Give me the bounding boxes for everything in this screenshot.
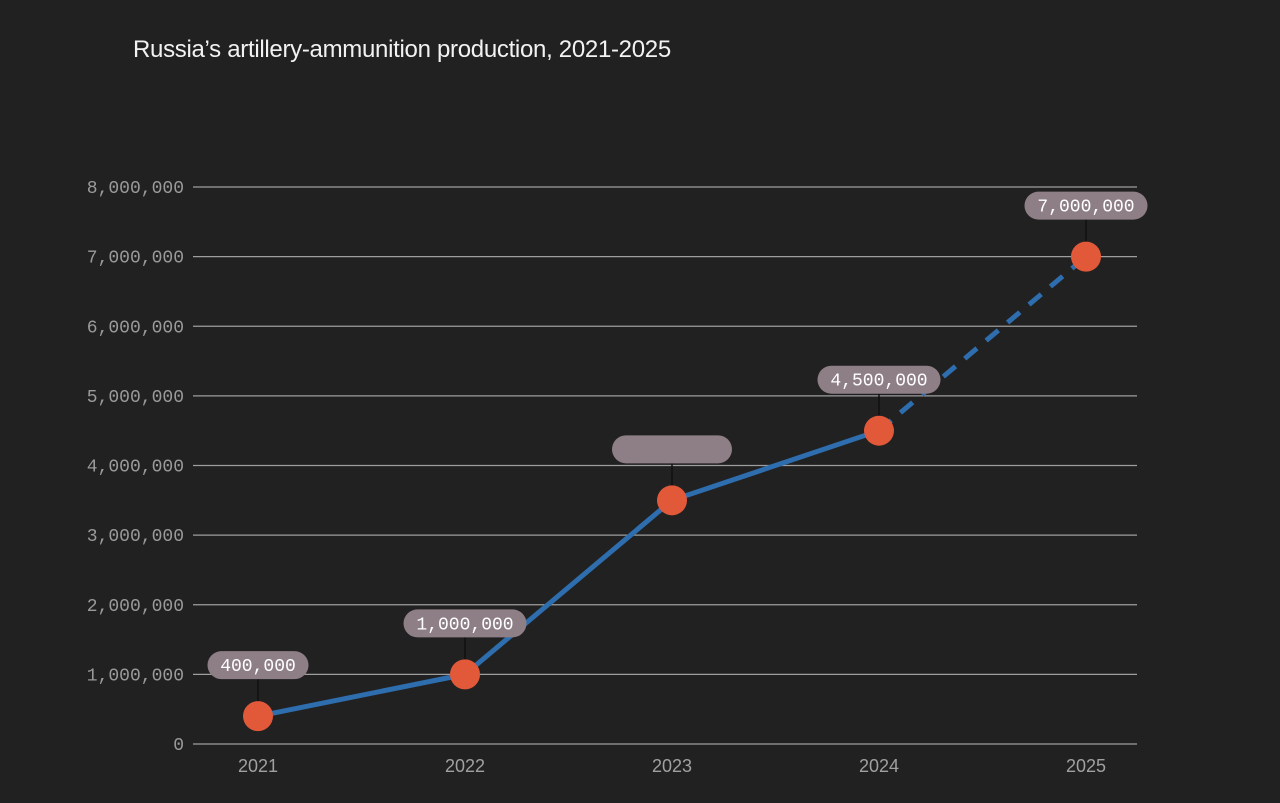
x-tick-label: 2025 [1066,756,1106,776]
data-label-text: 1,000,000 [416,615,513,635]
data-label-text: 7,000,000 [1037,198,1134,218]
y-tick-label: 6,000,000 [87,318,184,338]
y-tick-label: 8,000,000 [87,179,184,199]
data-label-pill [612,435,732,464]
y-axis-tick-labels: 0 1,000,000 2,000,000 3,000,000 4,000,000 5,0… [87,179,184,756]
y-tick-label: 4,000,000 [87,458,184,478]
y-tick-label: 1,000,000 [87,666,184,686]
data-point [864,415,894,446]
data-label-text: 4,500,000 [830,372,927,392]
series-line [255,254,1088,719]
data-point [243,701,273,732]
data-labels: 400,000 1,000,000 4,500,000 7,000,000 [207,191,1148,680]
data-point [1071,241,1101,272]
y-tick-label: 3,000,000 [87,527,184,547]
x-tick-label: 2022 [445,756,485,776]
data-label-pill [1024,191,1148,220]
data-label-pill [207,651,309,680]
data-points [243,241,1101,732]
grid-layer [193,186,1137,745]
y-tick-label: 2,000,000 [87,597,184,617]
data-label: 4,500,000 [817,365,941,394]
data-label [612,435,732,464]
x-axis-tick-labels: 2021 2022 2023 2024 2025 [238,756,1106,776]
y-tick-label: 7,000,000 [87,249,184,269]
label-connectors [257,218,1087,717]
data-label-text: 400,000 [220,657,296,677]
data-label-pill [403,609,527,638]
data-label-pill [817,365,941,394]
y-tick-label: 5,000,000 [87,388,184,408]
data-label: 400,000 [207,651,309,680]
x-tick-label: 2023 [652,756,692,776]
data-label: 1,000,000 [403,609,527,638]
data-point [450,659,480,690]
x-tick-label: 2021 [238,756,278,776]
series-line-actual [255,428,882,719]
chart-title: Russia’s artillery-ammunition production… [133,36,671,63]
y-tick-label: 0 [173,736,184,756]
x-tick-label: 2024 [859,756,899,776]
data-label: 7,000,000 [1024,191,1148,220]
series-line-projected [877,254,1088,433]
data-point [657,485,687,516]
